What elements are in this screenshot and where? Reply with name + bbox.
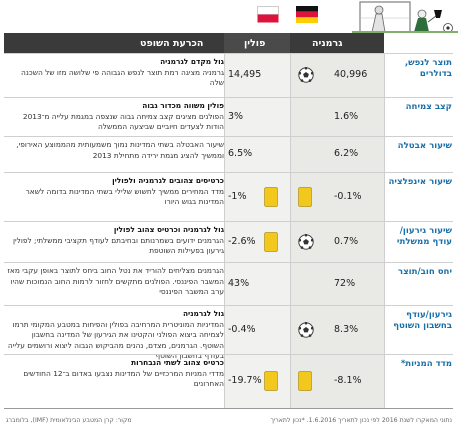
poland-value: 14,495: [228, 69, 262, 80]
category-label: גירעון/עודף בחשבון השוטף: [393, 310, 452, 331]
germany-column-bg: [290, 53, 384, 408]
verdict-text: גרמניה מציגה רמת תוצר לנפש הגבוהה פי שלו…: [21, 67, 224, 88]
category-label: שיעור אינפלציה: [388, 177, 452, 187]
yellow-card-icon: [264, 371, 278, 391]
poland-value: -19.7%: [228, 375, 262, 386]
yellow-card-icon: [264, 186, 278, 207]
header-bar-verdict: [4, 33, 224, 53]
verdict-cell: שיעור האבטלה בשתי המדינות נמוך משמעותית …: [6, 140, 224, 161]
header-bar-poland: [224, 33, 290, 53]
header-verdict: הכרעת השופט: [140, 38, 204, 49]
yellow-card-icon: [264, 231, 278, 252]
row-divider: [4, 172, 453, 173]
germany-value: 1.6%: [334, 110, 359, 122]
row-divider: [4, 53, 453, 54]
poland-column-bg: [224, 53, 290, 408]
poland-value: 3%: [228, 110, 244, 122]
poland-value: 6.5%: [228, 148, 253, 159]
header-poland: פולין: [244, 38, 266, 49]
verdict-cell: הגרמנים מצליחים להוריד את נטל החוב ביחס …: [6, 266, 224, 298]
category-label: תוצר לנפש, בדולרים: [404, 58, 452, 79]
header-bar-germany: [290, 33, 384, 53]
germany-value: 8.3%: [334, 323, 359, 335]
category-label: יחס חוב/תוצר: [397, 267, 452, 277]
yellow-card-icon: [298, 186, 312, 207]
germany-value: 6.2%: [334, 148, 359, 159]
verdict-cell: גול לגרמניה וכרטיס צהוב לפולין הגרמנים יד…: [6, 225, 224, 257]
verdict-title: כרטיס צהוב לשתי הנבחרות: [131, 358, 224, 367]
category-label: שיעור גירעון/ עודף ממשלתי: [396, 226, 452, 247]
verdict-cell: גול לגרמניה המדיניות המוניטרית המרחיבה בפ…: [6, 309, 224, 362]
soccer-ball-icon: [298, 321, 314, 338]
verdict-text: מדד המחירים ממשיך לחשוש שלילי בשתי המדינ…: [25, 186, 224, 207]
row-divider: [4, 97, 453, 98]
category-label: שיעור אבטלה: [397, 141, 452, 151]
germany-value: 0.7%: [334, 235, 359, 247]
verdict-text: הגרמנים מצליחים להוריד את נטל החוב ביחס …: [7, 266, 224, 296]
row-divider: [4, 262, 453, 263]
divider-germany-category: [384, 53, 385, 408]
verdict-cell: כרטיס צהוב לשתי הנבחרות מדדי המניות המרכז…: [6, 358, 224, 390]
row-divider: [4, 136, 453, 137]
verdict-cell: פולין משווה מכדור גבוה הפולנים מציגים קצב…: [6, 101, 224, 133]
header-germany: גרמניה: [312, 38, 343, 49]
table-bottom-line: [4, 408, 453, 409]
verdict-text: מדדי המניות המרכזיים של המדינות נצבעו בא…: [23, 368, 224, 389]
yellow-card-icon: [298, 371, 312, 391]
category-label: מדד המניות*: [400, 359, 452, 369]
soccer-ball-icon: [298, 67, 314, 83]
germany-value: -0.1%: [334, 190, 362, 202]
category-label: קצב צמיחה: [405, 102, 452, 112]
verdict-cell: גול מקדם לגרמניה גרמניה מציגה רמת תוצר לנ…: [6, 57, 224, 89]
verdict-text: שיעור האבטלה בשתי המדינות נמוך משמעותית …: [16, 140, 224, 160]
soccer-ball-icon: [298, 233, 314, 250]
germany-value: -8.1%: [334, 375, 362, 386]
poland-value: -2.6%: [228, 235, 256, 247]
germany-flag-icon: [296, 6, 318, 23]
row-divider: [4, 354, 453, 355]
verdict-title: גול מקדם לגרמניה: [160, 57, 224, 66]
verdict-title: פולין משווה מכדור גבוה: [142, 101, 224, 110]
row-divider: [4, 305, 453, 306]
poland-value: -0.4%: [228, 323, 256, 335]
verdict-text: המדיניות המוניטרית המרחיבה בפולין והפיחו…: [7, 319, 224, 361]
verdict-text: הגרמנים ידועים בשמרנותם ובחיבתם לעודף תק…: [13, 235, 224, 256]
germany-value: 40,996: [334, 69, 368, 80]
verdict-cell: כרטיסים צהובים לגרמניה ולפולין מדד המחירי…: [6, 176, 224, 208]
verdict-title: גול לגרמניה: [182, 309, 224, 318]
germany-value: 72%: [334, 277, 356, 289]
poland-value: -1%: [228, 190, 247, 202]
verdict-text: הפולנים מציגים קצב צמיחה גבוה שנצפה במגמ…: [22, 111, 224, 132]
divider-verdict-poland: [224, 53, 225, 408]
referee-illustration-icon: [352, 1, 458, 33]
divider-poland-germany: [290, 53, 291, 408]
verdict-title: כרטיסים צהובים לגרמניה ולפולין: [112, 176, 224, 185]
poland-value: 43%: [228, 277, 250, 289]
footer-note: נתוני המאקרו לשנת 2016 לפי נכון לתאריך 1…: [270, 417, 452, 424]
verdict-title: גול לגרמניה וכרטיס צהוב לפולין: [113, 225, 224, 234]
row-divider: [4, 221, 453, 222]
poland-flag-icon: [257, 6, 279, 23]
footer-source: מקור: קרן המטבע הבינלאומית (IMF), בלומבר…: [6, 417, 132, 424]
